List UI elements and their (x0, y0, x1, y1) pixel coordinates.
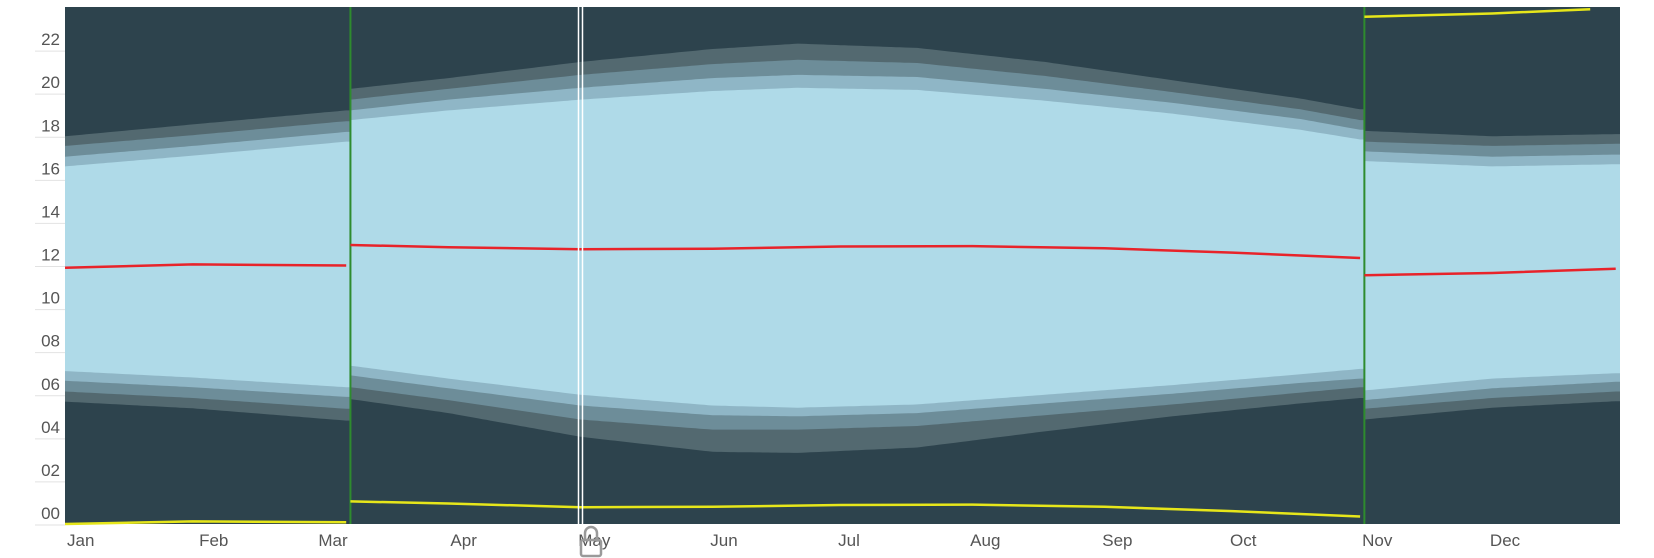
solar-midnight-evening-line-1 (1364, 7, 1591, 18)
y-tick-label-20: 20 (41, 73, 60, 92)
y-tick-labels: 00 02 04 06 08 10 12 14 16 18 20 22 (41, 30, 60, 523)
daylight-band-2 (350, 87, 1365, 408)
dst-transition-lines (349, 7, 1366, 524)
x-tick-label-sep: Sep (1102, 531, 1132, 550)
x-tick-labels: Jan Feb Mar Apr May Jun Jul Aug Sep Oct Nov Dec (67, 531, 1521, 550)
y-tick-label-02: 02 (41, 461, 60, 480)
solar-midnight-morning-line-1 (64, 520, 347, 526)
series-lines (64, 7, 1616, 526)
x-tick-label-aug: Aug (970, 531, 1000, 550)
y-tick-label-08: 08 (41, 332, 60, 351)
y-tick-label-22: 22 (41, 30, 60, 49)
solar-midnight-morning-line-2 (350, 500, 1361, 518)
current-day-cursor[interactable] (577, 7, 584, 524)
x-tick-label-dec: Dec (1490, 531, 1521, 550)
y-tick-label-14: 14 (41, 202, 60, 221)
y-tick-label-16: 16 (41, 159, 60, 178)
y-tick-label-18: 18 (41, 116, 60, 135)
y-tick-label-00: 00 (41, 504, 60, 523)
solar-noon-line-3 (1364, 267, 1616, 277)
x-tick-label-jul: Jul (838, 531, 860, 550)
y-tick-label-12: 12 (41, 246, 60, 265)
y-tick-label-06: 06 (41, 375, 60, 394)
x-tick-label-feb: Feb (199, 531, 228, 550)
x-tick-label-nov: Nov (1362, 531, 1393, 550)
y-gridlines (35, 50, 65, 526)
x-tick-label-jan: Jan (67, 531, 94, 550)
x-tick-label-mar: Mar (318, 531, 348, 550)
x-tick-label-oct: Oct (1230, 531, 1257, 550)
y-tick-label-04: 04 (41, 418, 60, 437)
twilight-bands (65, 43, 1620, 453)
y-tick-label-10: 10 (41, 289, 60, 308)
daylight-band-3 (1364, 161, 1620, 391)
lock-icon[interactable] (579, 525, 603, 558)
solar-noon-line-2 (350, 243, 1361, 260)
x-tick-label-apr: Apr (450, 531, 477, 550)
solar-noon-line-1 (64, 263, 347, 269)
x-tick-label-jun: Jun (710, 531, 737, 550)
